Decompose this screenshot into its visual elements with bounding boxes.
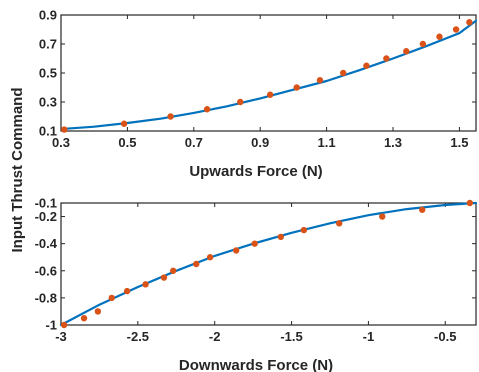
lower-data-point bbox=[80, 315, 88, 322]
shared-y-axis-label: Input Thrust Command bbox=[9, 88, 26, 253]
lower-data-point bbox=[419, 206, 426, 213]
upper-data-point bbox=[452, 26, 460, 33]
lower-data-point bbox=[206, 254, 214, 261]
lower-data-point bbox=[336, 220, 343, 227]
upper-fit-curve bbox=[63, 19, 478, 130]
lower-data-point bbox=[233, 247, 240, 254]
lower-y-tick-label: -0.2 bbox=[35, 209, 57, 224]
lower-data-point bbox=[379, 213, 386, 220]
upper-data-point bbox=[293, 84, 300, 91]
lower-data-point bbox=[123, 287, 131, 295]
lower-data-point bbox=[142, 281, 149, 288]
upper-subplot: Upwards Force (N) 0.3 0.5 0.7 0.9 1.1 1.3 1.5 0… bbox=[39, 8, 478, 180]
upper-x-tick-label: 1.5 bbox=[450, 135, 468, 150]
upper-x-tick-label: 0.7 bbox=[185, 135, 203, 150]
lower-data-point bbox=[94, 308, 102, 315]
upper-data-point bbox=[340, 69, 347, 77]
upper-data-point bbox=[120, 120, 128, 127]
upper-x-tick-label: 0.5 bbox=[118, 135, 136, 150]
lower-subplot: Downwards Force (N) -3 -2.5 -2 -1.5 -1 -0.5 -1… bbox=[35, 196, 478, 372]
upper-x-axis-label: Upwards Force (N) bbox=[189, 163, 322, 180]
upper-data-point bbox=[466, 19, 473, 26]
upper-y-tick-label: 0.1 bbox=[39, 124, 57, 139]
lower-x-tick-label: -2.5 bbox=[127, 329, 149, 344]
lower-y-tick-label: -0.1 bbox=[35, 196, 57, 211]
lower-y-tick-label: -0.8 bbox=[35, 290, 57, 305]
upper-y-tick-label: 0.9 bbox=[39, 8, 57, 23]
lower-data-point bbox=[108, 294, 115, 302]
upper-data-point bbox=[237, 98, 244, 106]
upper-axes-box bbox=[60, 14, 477, 132]
lower-y-tick-label: -0.6 bbox=[35, 263, 57, 278]
lower-data-point bbox=[277, 233, 284, 241]
lower-data-point bbox=[193, 260, 200, 268]
lower-data-point bbox=[60, 321, 68, 329]
lower-data-point bbox=[160, 274, 168, 281]
upper-x-tick-label: 1.3 bbox=[384, 135, 402, 150]
upper-x-tick-label: 1.1 bbox=[318, 135, 336, 150]
upper-x-tick-label: 0.9 bbox=[251, 135, 269, 150]
lower-data-point bbox=[466, 199, 474, 207]
lower-x-tick-label: -3 bbox=[55, 329, 67, 344]
lower-x-axis-label: Downwards Force (N) bbox=[179, 357, 333, 372]
upper-data-point bbox=[419, 40, 427, 48]
upper-data-point bbox=[203, 106, 211, 113]
upper-data-point bbox=[316, 77, 324, 84]
lower-y-tick-label: -0.4 bbox=[35, 236, 58, 251]
upper-data-point bbox=[436, 33, 443, 40]
upper-data-point bbox=[383, 55, 390, 62]
lower-data-point bbox=[251, 240, 258, 247]
lower-x-tick-label: -2 bbox=[209, 329, 221, 344]
upper-data-point bbox=[61, 126, 68, 133]
upper-data-point bbox=[403, 48, 410, 55]
lower-data-point bbox=[170, 267, 177, 274]
upper-y-tick-label: 0.5 bbox=[39, 66, 57, 81]
upper-data-point bbox=[266, 91, 274, 98]
lower-x-tick-label: -0.5 bbox=[434, 329, 456, 344]
lower-axes-box bbox=[60, 202, 477, 326]
upper-y-tick-label: 0.3 bbox=[39, 95, 57, 110]
lower-x-tick-label: -1 bbox=[363, 329, 375, 344]
upper-data-point bbox=[167, 113, 174, 120]
lower-x-tick-label: -1.5 bbox=[280, 329, 302, 344]
lower-data-point bbox=[300, 226, 308, 234]
lower-y-tick-label: -1 bbox=[45, 318, 57, 333]
lower-fit-curve bbox=[59, 201, 478, 327]
upper-y-tick-label: 0.7 bbox=[39, 37, 57, 52]
upper-x-tick-label: 0.3 bbox=[52, 135, 70, 150]
upper-data-point bbox=[363, 62, 370, 69]
